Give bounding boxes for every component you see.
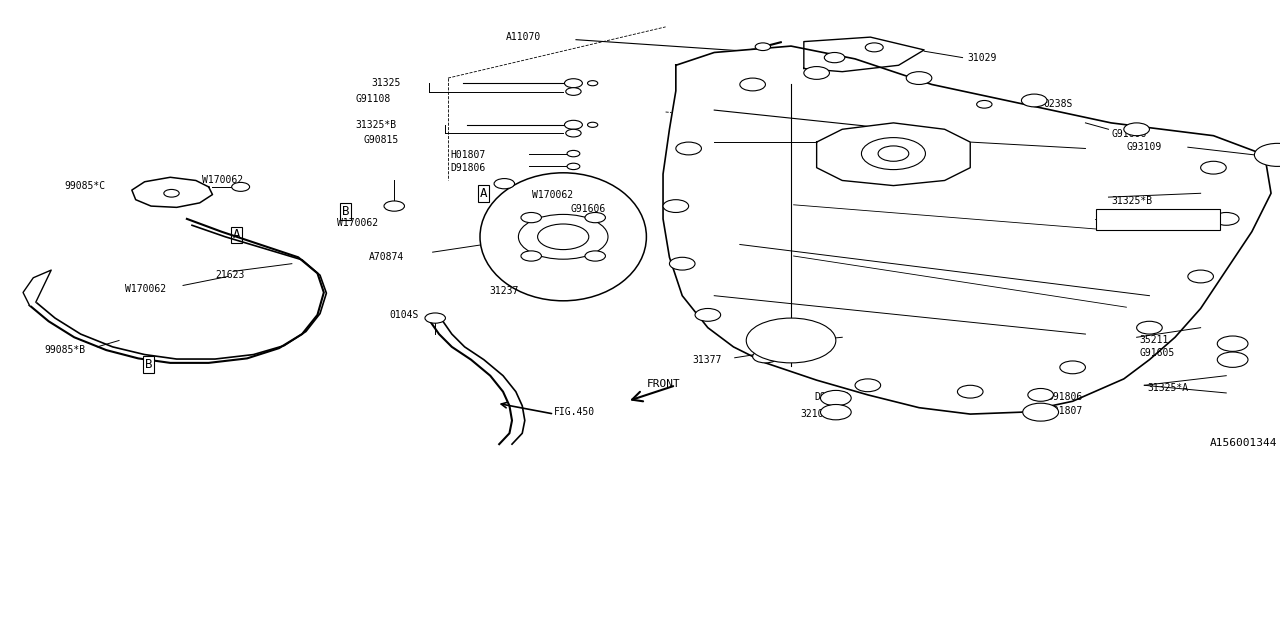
Text: G91108: G91108 bbox=[356, 94, 392, 104]
Circle shape bbox=[820, 390, 851, 406]
Text: 31325*B: 31325*B bbox=[356, 120, 397, 130]
Text: H01807: H01807 bbox=[451, 150, 486, 160]
Circle shape bbox=[538, 224, 589, 250]
Text: B: B bbox=[342, 205, 349, 218]
Circle shape bbox=[957, 385, 983, 398]
Text: 99085*C: 99085*C bbox=[64, 180, 105, 191]
Circle shape bbox=[855, 379, 881, 392]
Circle shape bbox=[566, 129, 581, 137]
FancyArrowPatch shape bbox=[632, 386, 673, 401]
Circle shape bbox=[906, 72, 932, 84]
Polygon shape bbox=[817, 123, 970, 186]
Circle shape bbox=[1060, 361, 1085, 374]
Circle shape bbox=[567, 150, 580, 157]
Text: G90815: G90815 bbox=[364, 134, 399, 145]
Text: G91606: G91606 bbox=[571, 204, 607, 214]
Text: FRONT: FRONT bbox=[646, 379, 680, 389]
Circle shape bbox=[588, 122, 598, 127]
Circle shape bbox=[753, 350, 778, 363]
Circle shape bbox=[1213, 212, 1239, 225]
Circle shape bbox=[861, 138, 925, 170]
Text: FIG.156-2: FIG.156-2 bbox=[768, 342, 820, 352]
Text: 32103: 32103 bbox=[800, 409, 829, 419]
Text: J20888: J20888 bbox=[909, 142, 945, 152]
Text: A11070: A11070 bbox=[506, 32, 541, 42]
Text: 35211: 35211 bbox=[1139, 335, 1169, 346]
Text: 31325*A: 31325*A bbox=[1147, 383, 1188, 394]
Bar bbox=[1096, 209, 1220, 230]
Text: 31377: 31377 bbox=[692, 355, 722, 365]
Circle shape bbox=[518, 214, 608, 259]
Circle shape bbox=[804, 67, 829, 79]
Text: A: A bbox=[233, 228, 241, 241]
Text: W170062: W170062 bbox=[202, 175, 243, 186]
Text: W170062: W170062 bbox=[337, 218, 378, 228]
Circle shape bbox=[1137, 321, 1162, 334]
Text: 31237: 31237 bbox=[489, 285, 518, 296]
Circle shape bbox=[425, 313, 445, 323]
Circle shape bbox=[1124, 123, 1149, 136]
Circle shape bbox=[585, 251, 605, 261]
Polygon shape bbox=[132, 177, 212, 207]
Circle shape bbox=[566, 88, 581, 95]
Text: A: A bbox=[480, 187, 488, 200]
Circle shape bbox=[564, 79, 582, 88]
Text: A70874: A70874 bbox=[369, 252, 404, 262]
Circle shape bbox=[567, 163, 580, 170]
Circle shape bbox=[1201, 161, 1226, 174]
Text: W170062: W170062 bbox=[532, 189, 573, 200]
Text: A156001344: A156001344 bbox=[1210, 438, 1277, 448]
Circle shape bbox=[865, 43, 883, 52]
Text: 0104S: 0104S bbox=[389, 310, 419, 320]
Text: 99085*B: 99085*B bbox=[45, 345, 86, 355]
Text: H01807: H01807 bbox=[1047, 406, 1083, 416]
Circle shape bbox=[695, 308, 721, 321]
Circle shape bbox=[755, 43, 771, 51]
Circle shape bbox=[585, 212, 605, 223]
Polygon shape bbox=[23, 270, 51, 305]
Ellipse shape bbox=[480, 173, 646, 301]
Text: B: B bbox=[145, 358, 152, 371]
Polygon shape bbox=[663, 46, 1271, 414]
Circle shape bbox=[588, 81, 598, 86]
Circle shape bbox=[232, 182, 250, 191]
Text: G93109: G93109 bbox=[1126, 142, 1162, 152]
Circle shape bbox=[494, 179, 515, 189]
Circle shape bbox=[878, 146, 909, 161]
Circle shape bbox=[746, 318, 836, 363]
Text: 0238S: 0238S bbox=[1043, 99, 1073, 109]
Text: G91605: G91605 bbox=[1139, 348, 1175, 358]
Circle shape bbox=[564, 120, 582, 129]
Circle shape bbox=[977, 100, 992, 108]
Circle shape bbox=[1023, 403, 1059, 421]
Text: 21623: 21623 bbox=[215, 270, 244, 280]
Circle shape bbox=[676, 142, 701, 155]
Text: D92609: D92609 bbox=[814, 392, 850, 402]
Text: 31325*B: 31325*B bbox=[1111, 196, 1152, 206]
Text: D91806: D91806 bbox=[451, 163, 486, 173]
Polygon shape bbox=[804, 37, 924, 72]
Circle shape bbox=[384, 201, 404, 211]
Text: D91806: D91806 bbox=[1047, 392, 1083, 402]
Text: 31325: 31325 bbox=[371, 78, 401, 88]
Text: FIG.450: FIG.450 bbox=[554, 407, 595, 417]
Circle shape bbox=[1254, 143, 1280, 166]
Circle shape bbox=[1188, 270, 1213, 283]
Circle shape bbox=[824, 52, 845, 63]
Text: G90815: G90815 bbox=[1098, 214, 1134, 225]
Circle shape bbox=[164, 189, 179, 197]
Text: G91606: G91606 bbox=[1111, 129, 1147, 139]
Circle shape bbox=[1217, 336, 1248, 351]
Circle shape bbox=[1217, 352, 1248, 367]
Circle shape bbox=[521, 212, 541, 223]
Circle shape bbox=[1028, 388, 1053, 401]
Circle shape bbox=[820, 404, 851, 420]
Circle shape bbox=[521, 251, 541, 261]
Text: W170062: W170062 bbox=[125, 284, 166, 294]
Circle shape bbox=[669, 257, 695, 270]
Circle shape bbox=[663, 200, 689, 212]
Circle shape bbox=[1021, 94, 1047, 107]
Circle shape bbox=[740, 78, 765, 91]
Text: 31029: 31029 bbox=[968, 52, 997, 63]
